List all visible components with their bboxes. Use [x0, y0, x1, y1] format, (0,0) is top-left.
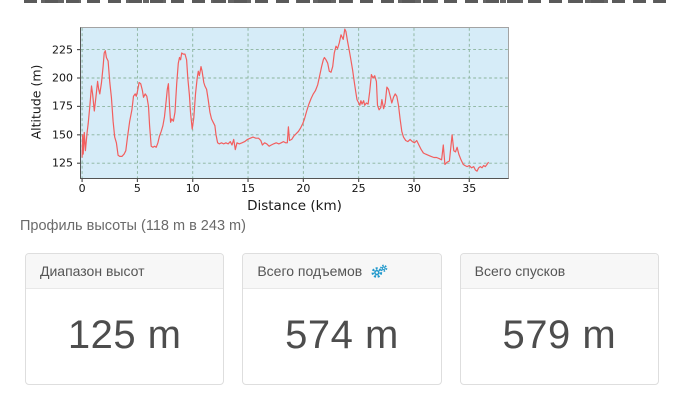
x-axis-label: Distance (km)	[247, 198, 342, 214]
x-tick-label: 5	[133, 182, 141, 195]
y-tick-label: 175	[52, 99, 73, 113]
total-ascent-value: 574 m	[285, 312, 399, 357]
x-tick-label: 10	[185, 182, 200, 195]
y-tick-label: 150	[52, 128, 73, 142]
elevation-chart: Altitude (m) Distance (km) 0 5 10 15 20 25 30 3…	[0, 0, 520, 215]
y-tick-label: 125	[52, 156, 73, 170]
clipped-text-row	[24, 0, 666, 3]
x-tick-label: 20	[296, 182, 311, 195]
elevation-line	[81, 28, 490, 172]
x-tick-label: 35	[462, 182, 477, 195]
stat-cards: Диапазон высот 125 m Всего подъемов 574 …	[25, 253, 659, 385]
card-title: Всего спусков	[474, 263, 566, 279]
y-tick-label: 225	[52, 43, 73, 57]
x-tick-label: 30	[406, 182, 421, 195]
x-tick-label: 15	[241, 182, 256, 195]
elevation-range-value: 125 m	[67, 312, 182, 357]
card-total-descent: Всего спусков 579 m	[459, 253, 659, 385]
x-tick-label: 25	[351, 182, 366, 195]
card-total-ascent: Всего подъемов 574 m	[242, 253, 442, 385]
gears-icon[interactable]	[370, 264, 388, 279]
y-tick-label: 200	[52, 71, 73, 85]
plot-area: Distance (km) 0 5 10 15 20 25 30 35 125 150 175 200…	[52, 27, 509, 214]
card-elevation-range: Диапазон высот 125 m	[25, 253, 225, 385]
card-title: Диапазон высот	[40, 263, 145, 279]
total-descent-value: 579 m	[502, 312, 617, 357]
elevation-profile-caption: Профиль высоты (118 m в 243 m)	[20, 218, 246, 234]
x-tick-label: 0	[78, 182, 86, 195]
card-title: Всего подъемов	[257, 263, 363, 279]
